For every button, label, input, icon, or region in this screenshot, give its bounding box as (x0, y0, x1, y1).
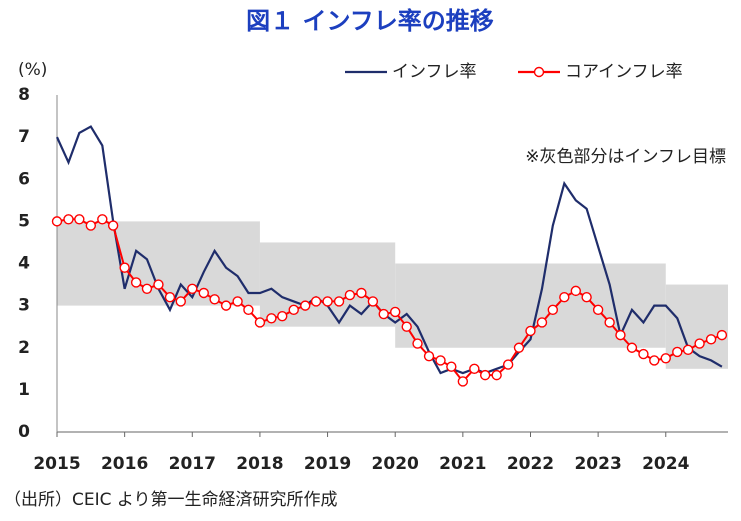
series-marker (592, 304, 604, 316)
series-marker (175, 296, 186, 307)
series-marker (333, 296, 345, 307)
y-tick-label: 3 (18, 296, 30, 316)
series-marker (378, 308, 389, 320)
series-marker (97, 214, 108, 225)
series-marker (570, 285, 582, 297)
series-marker (672, 346, 683, 358)
series-marker (479, 369, 491, 381)
series-marker (435, 355, 446, 366)
series-marker (536, 317, 548, 328)
series-marker (525, 325, 536, 337)
legend-label: インフレ率 (392, 62, 477, 82)
legend-marker (533, 66, 545, 78)
x-tick-label: 2017 (169, 454, 216, 474)
series-marker (74, 214, 85, 225)
series-marker (266, 313, 277, 324)
series-marker (660, 353, 671, 364)
y-tick-label: 1 (18, 380, 30, 400)
series-marker (412, 338, 423, 349)
y-axis-label: (%) (18, 60, 47, 80)
series-marker (310, 296, 322, 307)
y-tick-label: 0 (18, 422, 30, 442)
series-marker (107, 220, 119, 231)
series-marker (446, 361, 457, 372)
series-marker (119, 262, 130, 273)
series-marker (604, 317, 615, 328)
series-marker (615, 329, 626, 341)
series-marker (513, 342, 525, 353)
y-tick-label: 5 (18, 211, 30, 231)
y-tick-label: 2 (18, 338, 30, 358)
series-marker (322, 296, 333, 307)
series-marker (457, 376, 469, 387)
x-tick-label: 2022 (507, 454, 554, 474)
series-marker (141, 283, 153, 294)
x-tick-label: 2018 (236, 454, 283, 474)
x-tick-label: 2019 (304, 454, 351, 474)
series-marker (63, 214, 74, 225)
series-marker (547, 304, 559, 316)
series-marker (288, 304, 299, 316)
series-marker (694, 338, 705, 349)
series-marker (344, 289, 356, 301)
series-marker (243, 304, 254, 316)
series-marker (638, 348, 649, 360)
series-marker (277, 310, 288, 322)
series-marker (626, 342, 638, 353)
y-tick-label: 6 (18, 169, 30, 189)
chart-title: 図１ インフレ率の推移 (246, 7, 494, 35)
series-marker (649, 355, 660, 366)
series-marker (559, 292, 570, 303)
series-marker (367, 296, 379, 307)
series-marker (356, 287, 367, 299)
x-tick-label: 2021 (439, 454, 486, 474)
y-tick-label: 4 (18, 254, 30, 274)
x-tick-label: 2015 (33, 454, 80, 474)
series-marker (469, 363, 480, 375)
y-tick-label: 7 (18, 127, 30, 147)
series-marker (209, 294, 220, 305)
x-tick-label: 2024 (642, 454, 689, 474)
annotation: ※灰色部分はインフレ目標 (525, 147, 726, 167)
target-band (57, 221, 260, 306)
x-tick-label: 2020 (372, 454, 419, 474)
series-marker (491, 369, 502, 381)
series-marker (198, 287, 209, 299)
series-marker (423, 350, 435, 362)
series-marker (705, 334, 717, 345)
series-marker (51, 216, 63, 227)
y-tick-label: 8 (18, 85, 30, 105)
series-marker (232, 296, 243, 307)
x-tick-label: 2016 (101, 454, 148, 474)
legend-label: コアインフレ率 (565, 62, 683, 82)
series-marker (390, 306, 401, 318)
series-marker (401, 321, 412, 332)
x-tick-label: 2023 (574, 454, 621, 474)
series-line (55, 125, 723, 375)
series-marker (254, 317, 266, 328)
series-marker (220, 300, 232, 311)
series-marker (502, 359, 514, 370)
series-marker (682, 344, 694, 356)
series-marker (153, 279, 164, 290)
series-marker (187, 283, 198, 294)
series-marker (300, 300, 311, 311)
series-marker (85, 220, 97, 231)
series-marker (130, 277, 142, 288)
series-marker (164, 292, 176, 303)
series-marker (581, 292, 592, 303)
series-marker (716, 329, 728, 341)
source-note: （出所）CEIC より第一生命経済研究所作成 (4, 490, 338, 510)
